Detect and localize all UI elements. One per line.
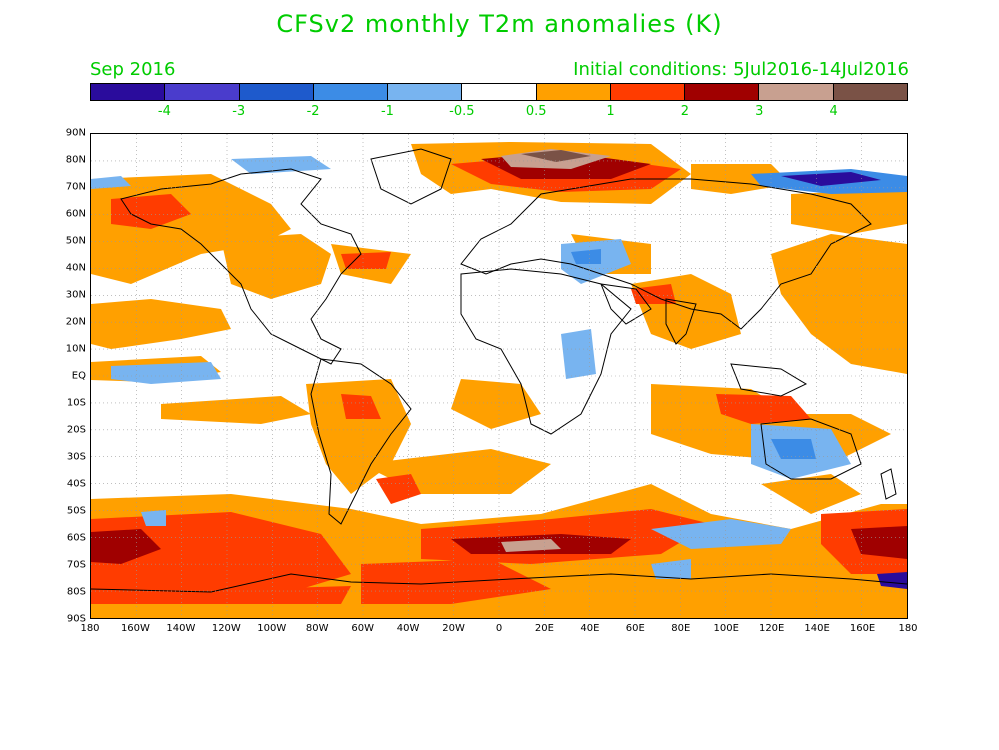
- longitude-label: 40E: [580, 623, 600, 634]
- legend-swatch: [313, 84, 389, 100]
- anomaly-map: [90, 133, 908, 619]
- latitude-label: 10S: [66, 397, 86, 409]
- longitude-label: 180: [898, 623, 918, 634]
- legend-label: 4: [829, 104, 838, 119]
- latitude-label: 40S: [66, 478, 86, 490]
- legend-swatch: [239, 84, 314, 100]
- latitude-label: 70N: [65, 181, 86, 193]
- legend-swatch: [685, 84, 760, 100]
- very-warm-regions: [91, 152, 907, 564]
- legend-label: 2: [680, 104, 690, 119]
- longitude-label: 100W: [257, 623, 287, 634]
- longitude-label: 80E: [671, 623, 691, 634]
- legend-swatch: [91, 84, 166, 100]
- latitude-label: 60N: [65, 208, 86, 220]
- latitude-label: 30N: [65, 289, 86, 301]
- legend-swatch: [833, 84, 907, 100]
- legend-label: 1: [606, 104, 615, 119]
- longitude-label: 20E: [534, 623, 554, 634]
- legend-label: 3: [755, 104, 764, 119]
- legend-label: -4: [157, 104, 171, 119]
- initial-conditions: Initial conditions: 5Jul2016-14Jul2016: [573, 59, 909, 80]
- latitude-label: EQ: [71, 370, 86, 382]
- legend-swatch: [536, 84, 611, 100]
- longitude-label: 140W: [166, 623, 196, 634]
- legend-label: -3: [232, 104, 246, 119]
- legend-swatch: [462, 84, 537, 100]
- longitude-label: 80W: [305, 623, 329, 634]
- longitude-label: 60E: [625, 623, 645, 634]
- graticule: [91, 134, 907, 618]
- longitude-label: 160E: [849, 623, 876, 634]
- longitude-label: 0: [495, 623, 503, 634]
- legend-label: -0.5: [449, 104, 475, 119]
- legend-swatch: [165, 84, 240, 100]
- longitude-label: 160W: [120, 623, 150, 634]
- latitude-label: 60S: [66, 532, 86, 544]
- longitude-label: 20W: [442, 623, 465, 634]
- latitude-label: 10N: [65, 343, 86, 355]
- coastlines: [91, 148, 907, 593]
- latitude-label: 80S: [66, 586, 86, 598]
- latitude-label: 50N: [65, 235, 86, 247]
- latitude-label: 90S: [66, 613, 86, 625]
- chart-title: CFSv2 monthly T2m anomalies (K): [276, 10, 723, 38]
- longitude-label: 120W: [211, 623, 241, 634]
- longitude-label: 100E: [713, 623, 739, 634]
- forecast-month: Sep 2016: [90, 59, 176, 80]
- latitude-label: 90N: [65, 127, 86, 139]
- longitude-label: 60W: [351, 623, 374, 634]
- color-legend-bar: [90, 83, 908, 101]
- legend-label: -1: [380, 104, 394, 119]
- legend-swatch: [759, 84, 834, 100]
- latitude-label: 30S: [66, 451, 86, 463]
- legend-label: -2: [306, 104, 320, 119]
- longitude-label: 120E: [758, 623, 785, 634]
- legend-swatch: [388, 84, 463, 100]
- legend-swatch: [610, 84, 686, 100]
- legend-label: 0.5: [525, 104, 547, 119]
- longitude-label: 180: [80, 623, 100, 634]
- latitude-label: 80N: [65, 154, 86, 166]
- latitude-label: 50S: [66, 505, 86, 517]
- cool-anomaly-regions: [91, 156, 907, 589]
- longitude-label: 40W: [396, 623, 420, 634]
- longitude-label: 140E: [804, 623, 830, 634]
- latitude-label: 70S: [66, 559, 86, 571]
- extreme-warm-regions: [501, 149, 611, 552]
- latitude-label: 20N: [65, 316, 86, 328]
- latitude-label: 20S: [66, 424, 86, 436]
- latitude-label: 40N: [65, 262, 86, 274]
